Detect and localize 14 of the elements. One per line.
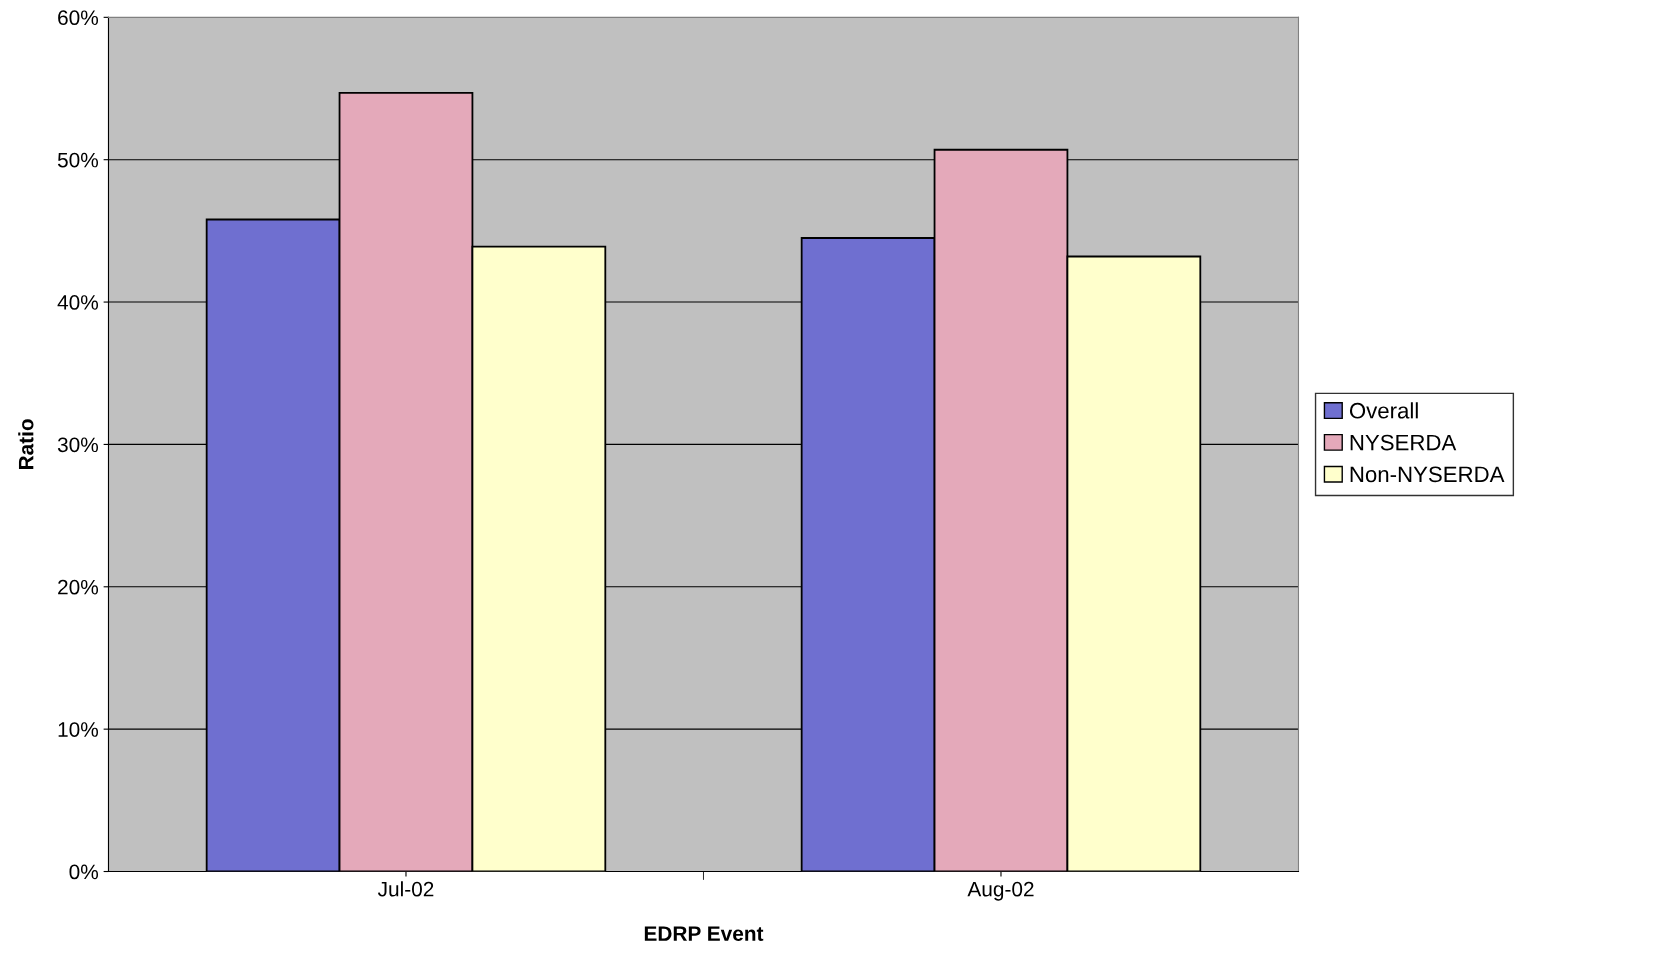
y-tick-label: 0%	[69, 864, 99, 880]
y-tick-label: 60%	[58, 10, 99, 26]
legend-label: Non-NYSERDA	[1350, 466, 1505, 483]
x-tick-label: Aug-02	[967, 881, 1034, 901]
y-tick-label: 50%	[57, 152, 99, 168]
legend-label: Overall	[1349, 402, 1418, 419]
y-tick-label: 20%	[58, 579, 99, 595]
y-tick-label: 40%	[57, 295, 99, 310]
x-axis-title: EDRP Event	[644, 926, 764, 941]
x-tick-label: Jul-02	[377, 881, 434, 897]
legend-label: NYSERDA	[1350, 434, 1457, 451]
y-tick-label: 10%	[58, 722, 99, 737]
y-axis-title: Ratio	[18, 419, 34, 470]
y-tick-label: 30%	[57, 437, 99, 453]
